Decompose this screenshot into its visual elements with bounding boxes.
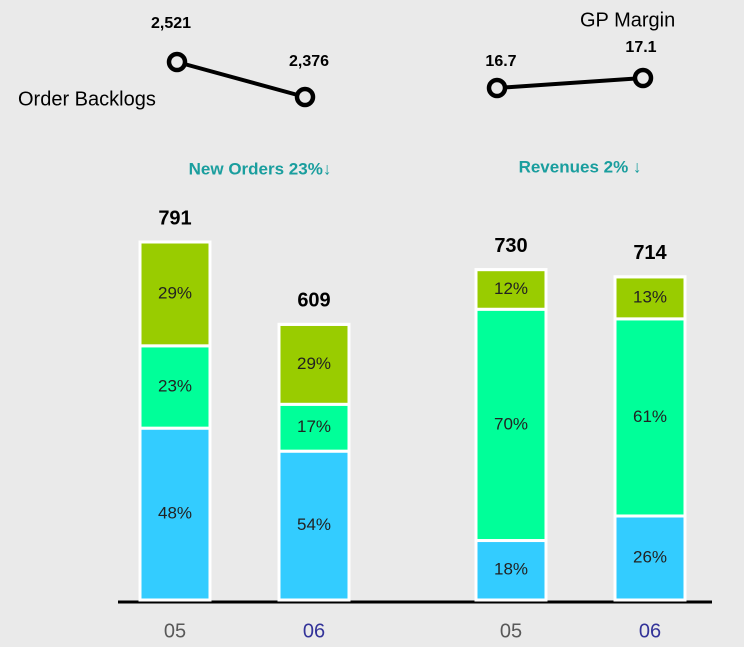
segment-label: 18% <box>494 560 528 579</box>
bar-segment <box>277 322 351 406</box>
x-tick-label: 06 <box>303 620 325 642</box>
segment-label: 13% <box>633 287 667 306</box>
segment-label: 29% <box>158 283 192 302</box>
segment-label: 54% <box>297 515 331 534</box>
chart-title: New Orders 23%↓ <box>189 159 332 178</box>
segment-label: 48% <box>158 504 192 523</box>
total-label: 791 <box>158 207 191 229</box>
x-tick-label: 05 <box>500 620 522 642</box>
bar-total <box>138 240 212 602</box>
bar-total <box>613 275 687 602</box>
x-tick-label: 05 <box>164 620 186 642</box>
line-point <box>632 67 654 89</box>
segment-label: 26% <box>633 547 667 566</box>
point-label: 17.1 <box>625 39 656 56</box>
line <box>176 60 306 99</box>
point-label: 16.7 <box>485 53 516 70</box>
segment-label: 17% <box>297 417 331 436</box>
bar-segment <box>277 449 351 602</box>
segment-label: 61% <box>633 407 667 426</box>
segment-label: 23% <box>158 376 192 395</box>
bar-total <box>277 322 351 602</box>
chart-title: Revenues 2% ↓ <box>519 157 642 176</box>
line-point <box>166 51 188 73</box>
segment-label: 12% <box>494 279 528 298</box>
point-label: 2,521 <box>151 15 191 32</box>
line-label: Order Backlogs <box>18 88 156 110</box>
line-point <box>294 86 316 108</box>
bar-total <box>474 268 548 602</box>
total-label: 714 <box>633 242 667 264</box>
x-tick-label: 06 <box>639 620 661 642</box>
total-label: 730 <box>494 235 527 257</box>
line <box>496 76 644 90</box>
total-label: 609 <box>297 290 330 312</box>
point-label: 2,376 <box>289 53 329 70</box>
segment-label: 70% <box>494 414 528 433</box>
line-label: GP Margin <box>580 9 675 31</box>
line-point <box>486 77 508 99</box>
segment-label: 29% <box>297 354 331 373</box>
